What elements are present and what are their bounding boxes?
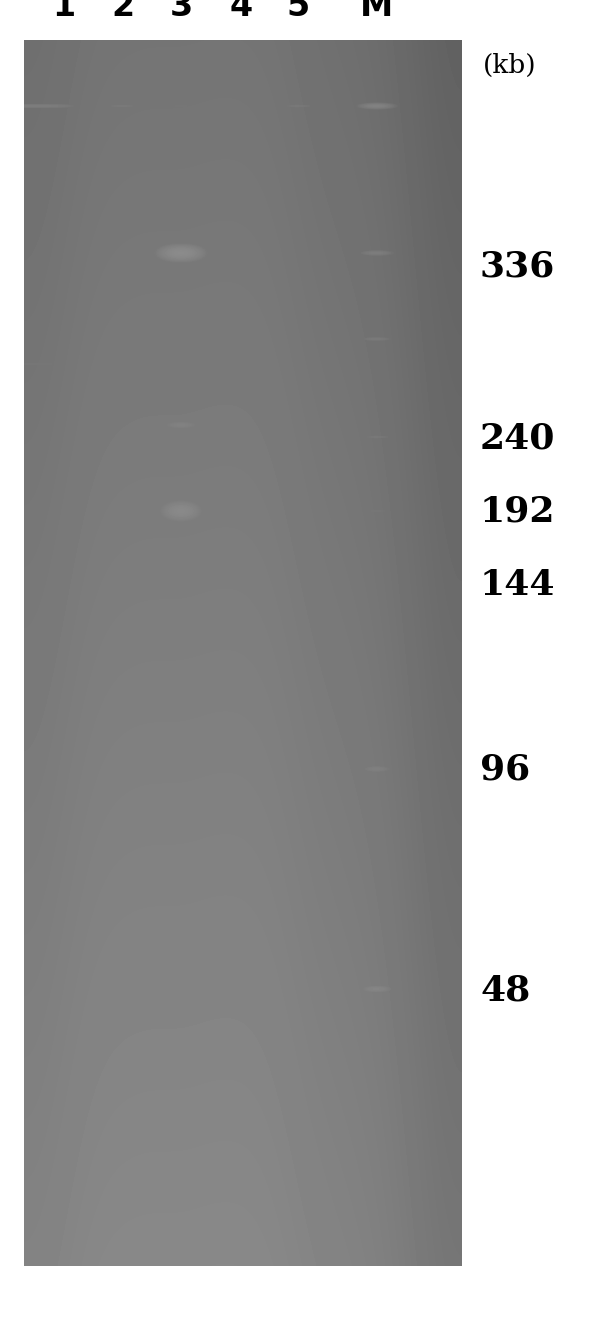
Text: 96: 96 <box>480 752 530 786</box>
Text: M: M <box>360 0 393 24</box>
Text: (kb): (kb) <box>483 53 536 78</box>
Text: 336: 336 <box>480 249 556 284</box>
Text: 48: 48 <box>480 973 530 1008</box>
Text: 5: 5 <box>286 0 310 24</box>
Text: 192: 192 <box>480 495 556 529</box>
Text: 144: 144 <box>480 568 556 603</box>
Text: 3: 3 <box>170 0 193 24</box>
Text: 4: 4 <box>229 0 253 24</box>
Text: 2: 2 <box>111 0 134 24</box>
Text: 1: 1 <box>52 0 75 24</box>
Text: 240: 240 <box>480 421 556 455</box>
